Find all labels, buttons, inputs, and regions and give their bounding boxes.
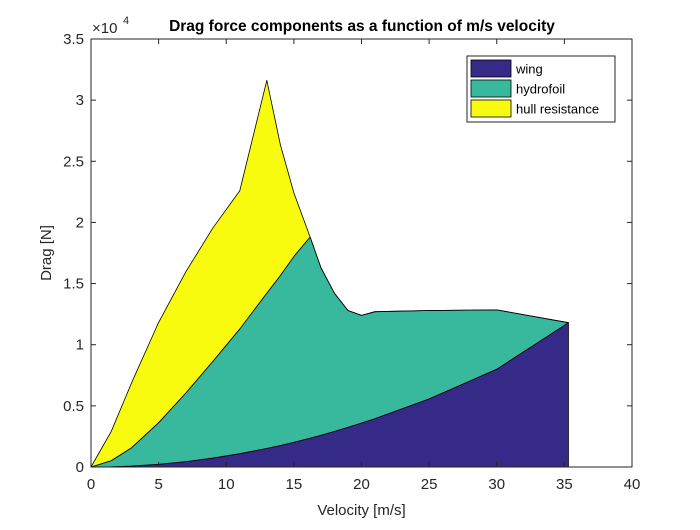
y-tick-label: 2.5 — [63, 153, 84, 170]
x-tick-label: 25 — [421, 476, 438, 493]
legend-swatch-hydrofoil — [470, 79, 512, 98]
y-exponent-power: 4 — [123, 15, 129, 27]
y-tick-label: 1 — [76, 337, 84, 354]
x-tick-label: 20 — [353, 476, 370, 493]
y-tick-label: 2 — [76, 214, 84, 231]
legend: wing hydrofoil hull resistance — [466, 55, 616, 123]
y-tick-label: 1.5 — [63, 276, 84, 293]
legend-label-wing: wing — [515, 62, 543, 77]
chart-title: Drag force components as a function of m… — [169, 18, 555, 35]
x-tick-label: 35 — [556, 476, 573, 493]
x-tick-label: 40 — [624, 476, 641, 493]
x-axis-label: Velocity [m/s] — [317, 502, 405, 519]
area-hull-resistance — [90, 79, 569, 468]
legend-label-hydrofoil: hydrofoil — [516, 82, 565, 97]
legend-swatch-hull-resistance — [470, 99, 512, 118]
y-tick-label: 0.5 — [63, 398, 84, 415]
ticks-layer: 0 5 10 15 20 25 30 35 40 0 0.5 1 1.5 2 2.5 3 3.5 — [63, 31, 640, 493]
x-tick-label: 5 — [154, 476, 162, 493]
y-exponent-base: ×10 — [92, 20, 117, 37]
y-axis-exponent: ×10 4 — [92, 15, 129, 37]
x-tick-label: 10 — [218, 476, 235, 493]
x-tick-label: 0 — [87, 476, 95, 493]
y-tick-label: 3 — [76, 92, 84, 109]
y-axis-label: Drag [N] — [38, 225, 55, 281]
y-tick-label: 0 — [76, 459, 84, 476]
x-tick-label: 30 — [488, 476, 505, 493]
legend-swatch-wing — [470, 59, 512, 78]
legend-label-hull-resistance: hull resistance — [516, 102, 599, 117]
y-tick-label: 3.5 — [63, 31, 84, 48]
x-tick-label: 15 — [286, 476, 303, 493]
